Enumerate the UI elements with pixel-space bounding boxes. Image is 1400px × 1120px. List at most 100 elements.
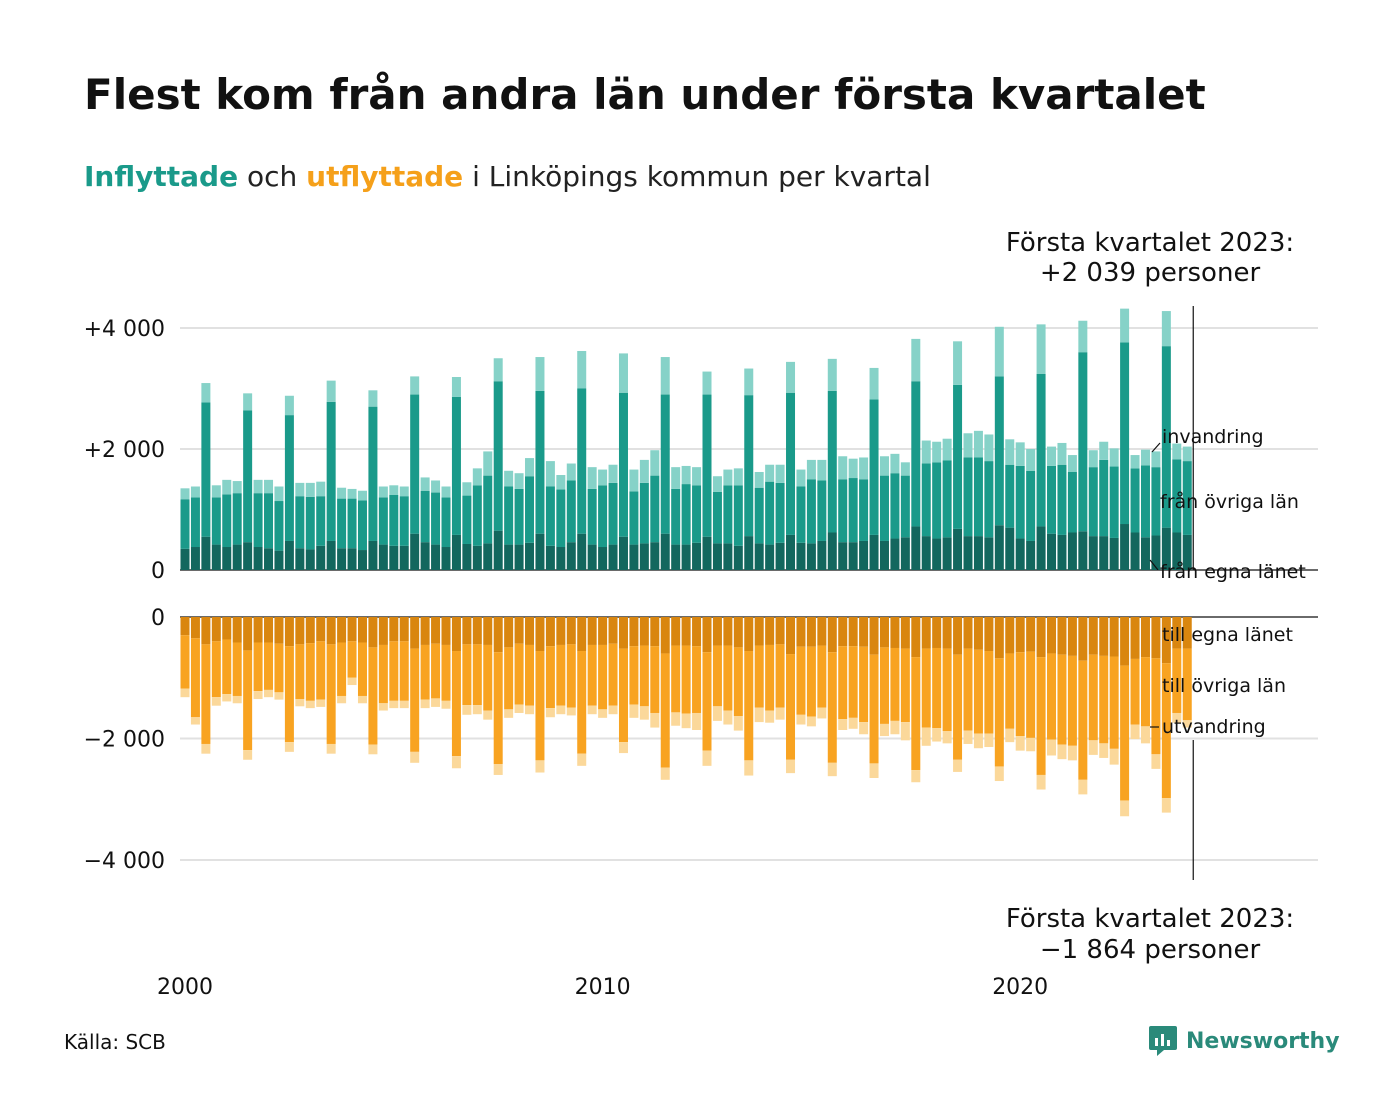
bar-in-other bbox=[284, 415, 294, 541]
bar-out-emi bbox=[451, 756, 461, 769]
bar-in-imm bbox=[775, 464, 785, 483]
bar-in-own bbox=[1067, 532, 1077, 570]
bar-in-imm bbox=[357, 490, 367, 501]
bar-out-other bbox=[1172, 648, 1182, 713]
bar-in-own bbox=[869, 534, 879, 570]
bar-out-other bbox=[284, 646, 294, 743]
bar-out-other bbox=[754, 645, 764, 708]
bar-in-other bbox=[598, 485, 608, 548]
bar-in-own bbox=[890, 538, 900, 570]
bar-in-own bbox=[838, 542, 848, 570]
bar-out-emi bbox=[232, 695, 242, 704]
bar-in-other bbox=[817, 480, 827, 541]
bar-out-emi bbox=[994, 766, 1004, 782]
bar-in-other bbox=[504, 486, 514, 545]
bar-in-own bbox=[806, 543, 816, 570]
bar-in-imm bbox=[504, 470, 514, 487]
bar-in-own bbox=[1151, 535, 1161, 570]
bar-in-imm bbox=[451, 377, 461, 397]
x-tick-label: 2010 bbox=[575, 975, 631, 1000]
source-text: Källa: SCB bbox=[64, 1030, 166, 1054]
bar-in-imm bbox=[723, 469, 733, 486]
bar-in-own bbox=[180, 548, 190, 570]
bar-out-other bbox=[431, 643, 441, 699]
bar-in-other bbox=[472, 485, 482, 546]
bar-out-other bbox=[462, 644, 472, 706]
bar-out-own bbox=[295, 617, 305, 645]
series-label-till-ovriga-lan: till övriga län bbox=[1162, 675, 1286, 697]
bar-in-other bbox=[201, 402, 211, 537]
bar-in-imm bbox=[1140, 449, 1150, 466]
bar-out-own bbox=[337, 617, 347, 643]
bar-in-own bbox=[817, 540, 827, 570]
bar-in-imm bbox=[462, 482, 472, 496]
bar-out-other bbox=[911, 657, 921, 771]
bar-in-imm bbox=[900, 462, 910, 476]
bar-out-other bbox=[577, 651, 587, 754]
bar-out-emi bbox=[900, 722, 910, 741]
bar-in-other bbox=[629, 491, 639, 545]
bar-out-emi bbox=[514, 704, 524, 713]
bar-in-imm bbox=[1182, 446, 1192, 462]
newsworthy-logo[interactable]: Newsworthy bbox=[1148, 1024, 1340, 1058]
bar-out-own bbox=[201, 617, 211, 645]
bar-out-emi bbox=[483, 710, 493, 720]
bar-in-other bbox=[264, 493, 274, 549]
bar-in-other bbox=[723, 485, 733, 544]
bar-in-own bbox=[232, 544, 242, 570]
bar-in-own bbox=[848, 542, 858, 570]
bar-out-own bbox=[535, 617, 545, 652]
bar-out-own bbox=[316, 617, 326, 642]
bar-out-emi bbox=[587, 705, 597, 715]
bar-out-emi bbox=[190, 717, 200, 725]
bar-in-own bbox=[295, 548, 305, 570]
bar-in-other bbox=[493, 381, 503, 531]
bar-in-own bbox=[347, 548, 357, 570]
bar-in-other bbox=[879, 475, 889, 541]
bar-in-own bbox=[702, 536, 712, 570]
bar-out-emi bbox=[493, 764, 503, 775]
bar-in-own bbox=[973, 536, 983, 570]
bar-out-emi bbox=[253, 691, 263, 700]
bar-out-own bbox=[660, 617, 670, 654]
bar-out-emi bbox=[337, 695, 347, 704]
bar-out-other bbox=[1036, 657, 1046, 775]
bar-out-own bbox=[827, 617, 837, 653]
bar-out-other bbox=[410, 648, 420, 752]
bar-out-own bbox=[817, 617, 827, 646]
bar-out-other bbox=[1151, 658, 1161, 755]
bar-out-own bbox=[1036, 617, 1046, 658]
bar-in-other bbox=[953, 384, 963, 529]
bar-out-other bbox=[942, 648, 952, 732]
bar-out-emi bbox=[274, 692, 284, 700]
bar-out-other bbox=[973, 649, 983, 734]
bar-in-other bbox=[733, 485, 743, 546]
bar-in-other bbox=[963, 457, 973, 537]
bar-in-imm bbox=[796, 469, 806, 487]
bar-in-imm bbox=[316, 481, 326, 497]
bar-out-emi bbox=[942, 731, 952, 744]
bar-in-other bbox=[326, 401, 336, 541]
bar-in-own bbox=[827, 532, 837, 570]
bar-out-emi bbox=[1099, 743, 1109, 758]
bar-out-other bbox=[253, 642, 263, 692]
bar-in-own bbox=[284, 540, 294, 570]
bar-out-emi bbox=[953, 759, 963, 772]
bar-in-other bbox=[1026, 470, 1036, 541]
bar-out-other bbox=[629, 646, 639, 705]
bar-in-imm bbox=[806, 459, 816, 480]
bar-out-emi bbox=[545, 708, 555, 718]
bar-out-own bbox=[1130, 617, 1140, 659]
x-tick-label: 2000 bbox=[157, 975, 213, 1000]
bar-in-imm bbox=[671, 467, 681, 489]
bar-out-emi bbox=[577, 753, 587, 766]
bar-out-emi bbox=[702, 750, 712, 766]
bar-in-imm bbox=[483, 451, 493, 476]
bar-out-emi bbox=[566, 707, 576, 716]
bar-in-imm bbox=[253, 479, 263, 494]
bar-in-imm bbox=[1099, 441, 1109, 460]
bar-out-own bbox=[180, 617, 190, 636]
bar-in-own bbox=[378, 544, 388, 570]
bar-out-emi bbox=[879, 723, 889, 737]
bar-in-imm bbox=[1026, 449, 1036, 471]
